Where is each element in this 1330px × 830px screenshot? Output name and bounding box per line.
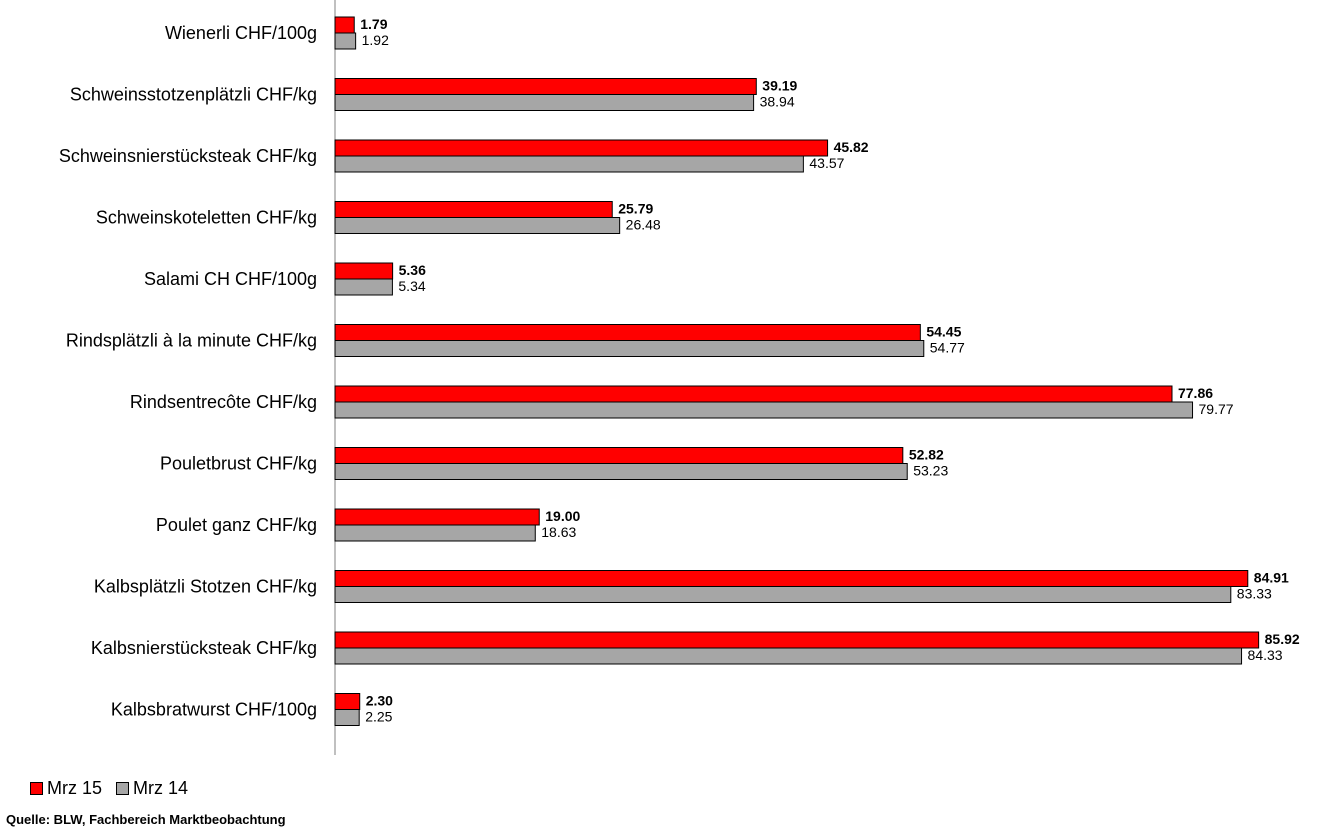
bar-series-1	[334, 570, 1249, 587]
bar-series-1	[334, 324, 921, 341]
category-label: Kalbsbratwurst CHF/100g	[111, 700, 317, 720]
bar-series-1	[334, 631, 1260, 649]
labels-layer: Wienerli CHF/100g 1.791.92 Schweinsstotzen…	[59, 16, 1300, 725]
bar-series-1	[334, 693, 361, 710]
category-label: Rindsentrecôte CHF/kg	[130, 392, 317, 412]
legend-item-series-2: Mrz 14	[116, 778, 188, 799]
category-label: Schweinsnierstücksteak CHF/kg	[59, 146, 317, 166]
bar-series-2	[334, 32, 357, 50]
data-label-series-2: 18.63	[541, 524, 576, 540]
bar-series-1	[334, 201, 613, 218]
bar-series-2	[334, 155, 804, 173]
bar-series-2	[334, 278, 393, 296]
legend: Mrz 15 Mrz 14	[30, 778, 202, 799]
category-label: Schweinsstotzenplätzli CHF/kg	[70, 85, 317, 105]
data-label-series-2: 53.23	[913, 463, 948, 479]
data-label-series-1: 39.19	[762, 78, 797, 94]
data-label-series-2: 2.25	[365, 709, 392, 725]
category-label: Pouletbrust CHF/kg	[160, 454, 317, 474]
data-label-series-1: 52.82	[909, 447, 944, 463]
data-label-series-2: 83.33	[1237, 586, 1272, 602]
data-label-series-2: 54.77	[930, 340, 965, 356]
category-label: Poulet ganz CHF/kg	[156, 515, 317, 535]
bar-series-2	[334, 586, 1232, 603]
bar-series-2	[334, 709, 360, 726]
bar-series-2	[334, 524, 536, 542]
bar-series-2	[334, 647, 1243, 665]
data-label-series-1: 77.86	[1178, 385, 1213, 401]
category-label: Rindsplätzli à la minute CHF/kg	[66, 331, 317, 351]
legend-swatch-series-1	[30, 782, 43, 795]
category-label: Schweinskoteletten CHF/kg	[96, 208, 317, 228]
bar-series-2	[334, 340, 925, 357]
data-label-series-1: 85.92	[1265, 631, 1300, 647]
category-label: Kalbsplätzli Stotzen CHF/kg	[94, 577, 317, 597]
bar-series-2	[334, 463, 908, 480]
bar-series-1	[334, 447, 904, 464]
bars-layer	[334, 16, 1260, 726]
category-label: Kalbsnierstücksteak CHF/kg	[91, 638, 317, 658]
legend-item-series-1: Mrz 15	[30, 778, 102, 799]
legend-swatch-series-2	[116, 782, 130, 795]
data-label-series-2: 1.92	[362, 32, 389, 48]
bar-series-1	[334, 385, 1173, 403]
data-label-series-1: 25.79	[618, 201, 653, 217]
data-label-series-2: 84.33	[1248, 647, 1283, 663]
data-label-series-1: 5.36	[399, 262, 426, 278]
bar-series-1	[334, 262, 394, 280]
bar-series-2	[334, 94, 755, 111]
data-label-series-1: 45.82	[834, 139, 869, 155]
data-label-series-1: 19.00	[545, 508, 580, 524]
data-label-series-1: 84.91	[1254, 570, 1289, 586]
data-label-series-1: 2.30	[366, 693, 393, 709]
legend-label-series-1: Mrz 15	[47, 778, 103, 798]
bar-series-2	[334, 401, 1194, 419]
data-label-series-1: 1.79	[360, 16, 387, 32]
data-label-series-2: 43.57	[809, 155, 844, 171]
bar-series-1	[334, 508, 540, 526]
category-label: Wienerli CHF/100g	[165, 23, 317, 43]
data-label-series-2: 79.77	[1199, 401, 1234, 417]
data-label-series-1: 54.45	[926, 324, 961, 340]
category-label: Salami CH CHF/100g	[144, 269, 317, 289]
legend-label-series-2: Mrz 14	[133, 778, 189, 798]
data-label-series-2: 38.94	[760, 94, 795, 110]
data-label-series-2: 26.48	[626, 217, 661, 233]
bar-series-1	[334, 78, 757, 95]
data-label-series-2: 5.34	[398, 278, 425, 294]
bar-series-2	[334, 217, 621, 234]
bar-series-1	[334, 139, 829, 157]
bar-series-1	[334, 16, 355, 34]
source-note: Quelle: BLW, Fachbereich Marktbeobachtun…	[6, 812, 286, 827]
